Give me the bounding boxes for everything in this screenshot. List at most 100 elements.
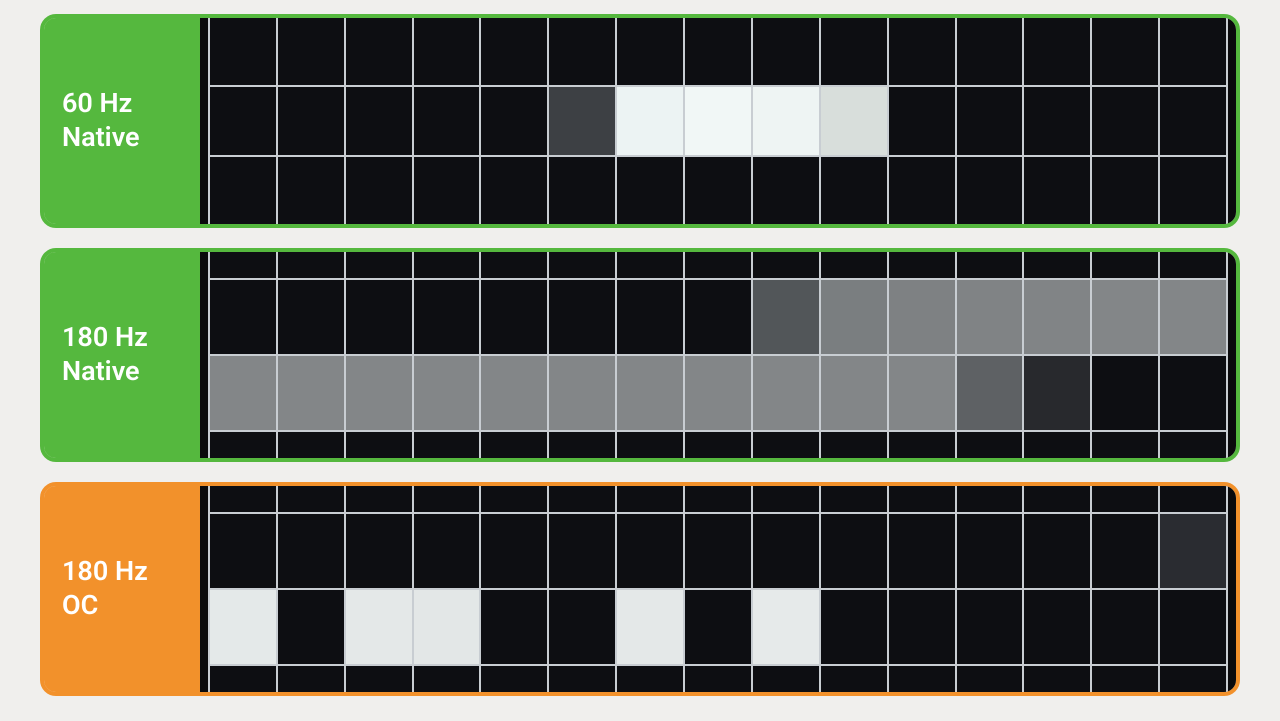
grid-cell: [617, 432, 683, 458]
grid-cell: [1092, 356, 1158, 430]
grid-cell: [1160, 590, 1226, 664]
grid-cell: [617, 157, 683, 224]
grid-cell: [889, 356, 955, 430]
grid-cell: [821, 432, 887, 458]
grid-cell: [346, 590, 412, 664]
grid-cell: [278, 432, 344, 458]
grid-cell: [685, 87, 751, 154]
grid-cell: [617, 666, 683, 692]
grid-cell: [617, 486, 683, 512]
grid-cell: [1092, 514, 1158, 588]
grid-cell: [957, 252, 1023, 278]
grid-cell: [210, 18, 276, 85]
grid-cell: [1024, 666, 1090, 692]
grid-cell: [685, 157, 751, 224]
grid-cell: [210, 666, 276, 692]
grid-cell: [1160, 280, 1226, 354]
grid-cell: [1092, 432, 1158, 458]
grid-cell: [481, 356, 547, 430]
grid-cell: [210, 252, 276, 278]
grid-cell: [346, 157, 412, 224]
grid-cell: [346, 432, 412, 458]
grid-cell: [685, 280, 751, 354]
grid-cell: [549, 666, 615, 692]
grid-cell: [1092, 590, 1158, 664]
pixel-grid: [208, 18, 1228, 224]
grid-cell: [549, 590, 615, 664]
grid-cell: [1024, 280, 1090, 354]
grid-cell: [1160, 87, 1226, 154]
grid-cell: [481, 514, 547, 588]
grid-cell: [821, 514, 887, 588]
grid-cell: [753, 252, 819, 278]
grid-cell: [957, 356, 1023, 430]
grid-cell: [889, 514, 955, 588]
grid-cell: [889, 280, 955, 354]
grid-cell: [753, 514, 819, 588]
grid-cell: [889, 432, 955, 458]
grid-cell: [685, 18, 751, 85]
grid-cell: [414, 157, 480, 224]
grid-cell: [1092, 87, 1158, 154]
panel-label: 180 HzNative: [44, 252, 200, 458]
panel-label: 180 HzOC: [44, 486, 200, 692]
grid-cell: [821, 280, 887, 354]
grid-cell: [210, 514, 276, 588]
grid-cell: [685, 432, 751, 458]
grid-cell: [278, 486, 344, 512]
grid-cell: [1160, 157, 1226, 224]
grid-cell: [617, 252, 683, 278]
grid-cell: [889, 252, 955, 278]
grid-cell: [1160, 514, 1226, 588]
grid-cell: [346, 356, 412, 430]
grid-cell: [821, 590, 887, 664]
grid-cell: [346, 280, 412, 354]
grid-cell: [549, 486, 615, 512]
pixel-grid: [208, 252, 1228, 458]
grid-cell: [889, 18, 955, 85]
grid-cell: [753, 157, 819, 224]
grid-cell: [414, 514, 480, 588]
grid-cell: [481, 157, 547, 224]
grid-cell: [481, 590, 547, 664]
grid-cell: [414, 280, 480, 354]
grid-cell: [346, 252, 412, 278]
grid-cell: [957, 590, 1023, 664]
grid-cell: [1024, 356, 1090, 430]
grid-cell: [1024, 18, 1090, 85]
grid-cell: [685, 356, 751, 430]
panel-180hz-oc: 180 HzOC: [40, 482, 1240, 696]
grid-cell: [1024, 157, 1090, 224]
grid-cell: [210, 486, 276, 512]
grid-cell: [346, 486, 412, 512]
grid-cell: [1092, 666, 1158, 692]
grid-cell: [1160, 666, 1226, 692]
grid-cell: [753, 280, 819, 354]
grid-cell: [210, 280, 276, 354]
grid-cell: [481, 280, 547, 354]
grid-cell: [278, 18, 344, 85]
grid-cell: [617, 87, 683, 154]
grid-cell: [481, 666, 547, 692]
grid-cell: [889, 157, 955, 224]
grid-cell: [1092, 486, 1158, 512]
grid-cell: [1024, 590, 1090, 664]
grid-cell: [685, 252, 751, 278]
grid-cell: [889, 87, 955, 154]
grid-cell: [685, 486, 751, 512]
grid-cell: [414, 87, 480, 154]
label-line2: Native: [62, 355, 200, 389]
grid-cell: [821, 666, 887, 692]
grid-cell: [957, 486, 1023, 512]
grid-cell: [957, 280, 1023, 354]
grid-cell: [1160, 356, 1226, 430]
grid-cell: [481, 486, 547, 512]
grid-cell: [957, 157, 1023, 224]
grid-cell: [685, 590, 751, 664]
label-line1: 180 Hz: [62, 321, 200, 355]
grid-cell: [753, 486, 819, 512]
grid-cell: [1160, 486, 1226, 512]
grid-cell: [481, 18, 547, 85]
grid-cell: [821, 356, 887, 430]
grid-cell: [414, 666, 480, 692]
